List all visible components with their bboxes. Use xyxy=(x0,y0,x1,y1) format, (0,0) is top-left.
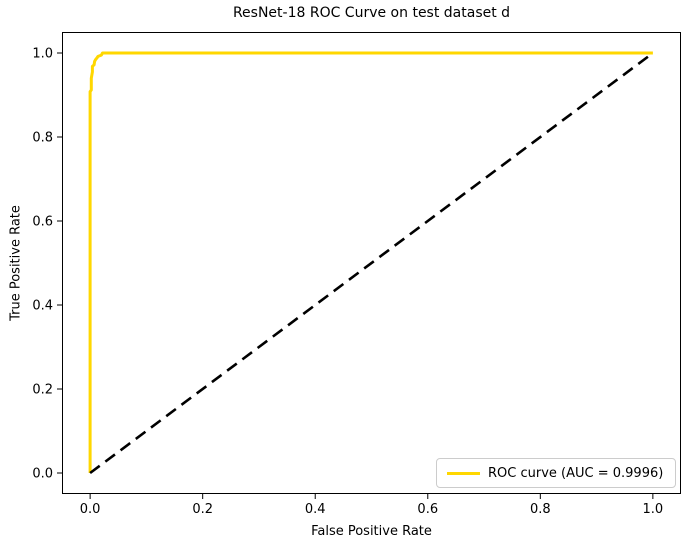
y-tick-label: 0.2 xyxy=(32,383,53,398)
chart-title: ResNet-18 ROC Curve on test dataset d xyxy=(232,5,511,21)
roc-curve-line xyxy=(88,51,653,473)
x-tick-label: 0.2 xyxy=(192,502,213,517)
y-tick-label: 1.0 xyxy=(32,47,53,62)
x-tick-label: 0.4 xyxy=(305,502,326,517)
x-tick-label: 0.8 xyxy=(530,502,551,517)
y-tick-label: 0.4 xyxy=(32,299,53,314)
y-tick-label: 0.6 xyxy=(32,215,53,230)
y-tick-label: 0.8 xyxy=(32,131,53,146)
y-tick-label: 0.0 xyxy=(32,467,53,482)
plot-border xyxy=(62,32,681,494)
x-axis-label: False Positive Rate xyxy=(311,524,432,539)
x-tick-label: 0.0 xyxy=(80,502,101,517)
x-tick-label: 1.0 xyxy=(643,502,664,517)
x-tick-label: 0.6 xyxy=(417,502,438,517)
roc-curve-legend-label: ROC curve (AUC = 0.9996) xyxy=(488,465,664,481)
roc-curve-legend-swatch xyxy=(447,471,480,475)
chance-diagonal-line xyxy=(89,51,654,475)
legend-box: ROC curve (AUC = 0.9996) xyxy=(436,458,676,488)
